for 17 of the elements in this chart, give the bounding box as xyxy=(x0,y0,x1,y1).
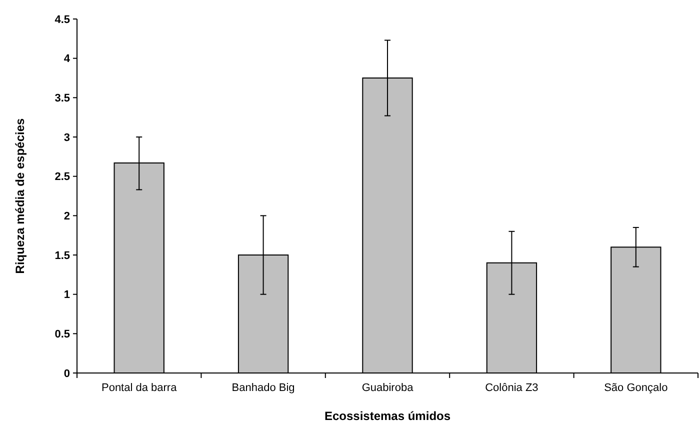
y-tick-label: 2.5 xyxy=(54,171,70,184)
y-tick-label: 2 xyxy=(64,210,70,223)
y-tick-label: 0 xyxy=(64,368,70,380)
x-tick-label: Colônia Z3 xyxy=(485,382,538,394)
x-tick-label: São Gonçalo xyxy=(604,382,668,394)
x-tick-label: Banhado Big xyxy=(232,382,295,394)
y-tick-label: 1 xyxy=(64,289,70,302)
y-tick-label: 4 xyxy=(64,53,71,66)
y-tick-label: 3 xyxy=(64,132,70,144)
x-axis-title: Ecossistemas úmidos xyxy=(324,409,451,423)
y-tick-label: 0.5 xyxy=(54,328,70,341)
y-tick-label: 4.5 xyxy=(54,14,70,26)
y-tick-label: 3.5 xyxy=(54,92,70,105)
x-tick-label: Pontal da barra xyxy=(101,382,178,394)
x-tick-label: Guabiroba xyxy=(362,382,414,394)
y-axis-title: Riqueza média de espécies xyxy=(13,118,27,274)
y-tick-label: 1.5 xyxy=(54,250,70,262)
